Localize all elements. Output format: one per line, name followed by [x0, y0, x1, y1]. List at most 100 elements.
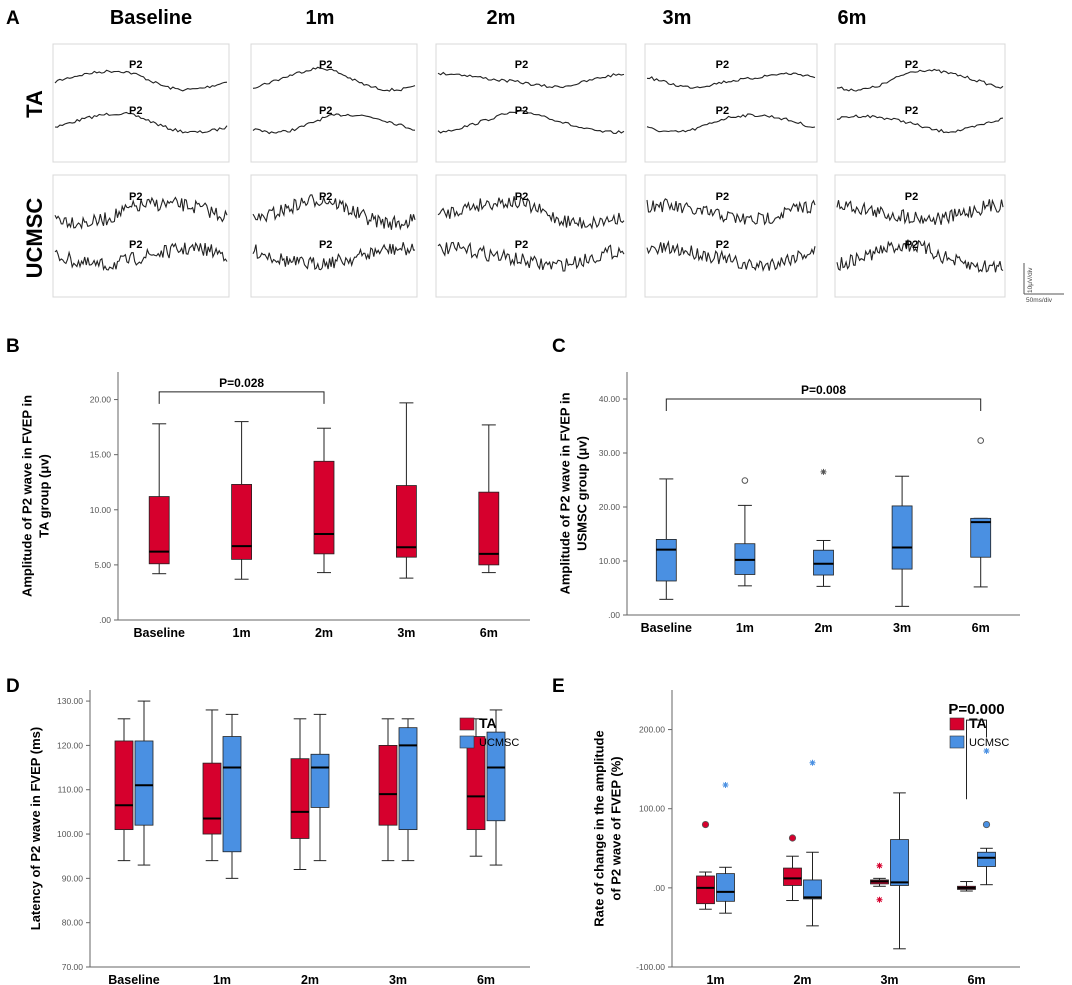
x-tick-label: 3m	[397, 626, 415, 640]
box-ta-3m	[395, 402, 417, 579]
outlier-circle	[788, 834, 797, 842]
box-iqr	[783, 867, 802, 886]
x-tick-label: 1m	[736, 621, 754, 635]
panel-e: E -100.00 .00 100.00 200.00 Rate of change i…	[552, 676, 1020, 985]
y-axis-label: Latency of P2 wave in FVEP (ms)	[28, 727, 43, 931]
column-headers: Baseline 1m 2m 3m 6m	[110, 7, 867, 29]
box-iqr	[114, 740, 134, 831]
p2-wave-label: P2	[129, 59, 142, 71]
row-headers: TA UCMSC	[22, 90, 47, 278]
box-iqr	[890, 839, 909, 886]
waveform-cell-ta-6m: P2 P2	[834, 43, 1006, 163]
x-tick-label: 2m	[793, 973, 811, 985]
p-value-label: P=0.008	[801, 383, 846, 397]
waveform-cell-ucmsc-2m: P2 P2	[435, 174, 627, 298]
box-iqr	[395, 485, 417, 558]
panel-label-e: E	[552, 676, 565, 697]
p2-wave-label: P2	[716, 239, 729, 251]
legend-label-ta: TA	[969, 715, 987, 731]
box-ta-1m	[231, 421, 253, 580]
p2-wave-label: P2	[319, 191, 332, 203]
y-tick-label: .00	[99, 615, 111, 625]
box-ta-baseline	[114, 718, 134, 862]
y-tick-label: 70.00	[62, 962, 84, 972]
waveform-frame	[250, 43, 418, 163]
significance-bracket: P=0.000	[948, 701, 1005, 800]
p2-wave-label: P2	[515, 191, 528, 203]
box-ucmsc-6m	[486, 709, 506, 866]
y-tick-label: -100.00	[636, 962, 665, 972]
p2-wave-label: P2	[905, 191, 918, 203]
legend-label-ucmsc: UCMSC	[969, 737, 1009, 749]
p2-wave-label: P2	[905, 239, 918, 251]
x-tick-label: 6m	[967, 973, 985, 985]
legend-label-ucmsc: UCMSC	[479, 737, 519, 749]
x-tick-label: Baseline	[641, 621, 692, 635]
x-tick-label: 6m	[972, 621, 990, 635]
p2-wave-label: P2	[716, 105, 729, 117]
fvep-trace	[54, 111, 228, 134]
y-axis-label: TA group (μv)	[37, 454, 52, 538]
waveform-frame	[52, 43, 230, 163]
box-ta-1m	[696, 820, 715, 910]
waveform-frame	[435, 43, 627, 163]
y-tick-label: 10.00	[599, 556, 621, 566]
outlier-star	[876, 862, 883, 869]
scale-bar-vertical-label: 10μV/div	[1027, 267, 1034, 293]
y-tick-label: 100.00	[639, 804, 665, 814]
legend: TA UCMSC	[949, 715, 1009, 749]
fvep-trace	[54, 196, 228, 230]
fvep-trace	[437, 195, 625, 230]
fvep-trace	[646, 198, 816, 226]
box-ta-6m	[957, 881, 976, 892]
panel-label-b: B	[6, 336, 20, 357]
waveform-cell-ucmsc-6m: P2 P2	[834, 174, 1006, 298]
box-ta-2m	[783, 834, 802, 902]
p2-wave-label: P2	[515, 239, 528, 251]
x-tick-label: 1m	[213, 973, 231, 985]
x-tick-label: 6m	[477, 973, 495, 985]
x-tick-label: 1m	[233, 626, 251, 640]
row-header-ucmsc: UCMSC	[22, 198, 47, 279]
box-ucmsc-3m	[398, 718, 418, 862]
box-ucmsc-2m	[803, 759, 822, 927]
outlier-circle	[701, 820, 710, 829]
box-ucmsc-baseline	[655, 478, 677, 600]
bracket-line	[966, 719, 987, 800]
p2-wave-label: P2	[129, 239, 142, 251]
waveform-cell-ta-1m: P2 P2	[250, 43, 418, 163]
x-tick-label: 2m	[315, 626, 333, 640]
bracket-line	[158, 391, 325, 404]
box-iqr	[486, 731, 506, 822]
fvep-trace	[54, 241, 228, 271]
fvep-trace	[252, 66, 416, 92]
y-tick-label: 40.00	[599, 394, 621, 404]
box-iqr	[231, 484, 253, 560]
x-tick-label: Baseline	[108, 973, 159, 985]
p2-wave-label: P2	[319, 239, 332, 251]
y-tick-label: 200.00	[639, 725, 665, 735]
significance-bracket: P=0.008	[665, 383, 982, 411]
box-iqr	[398, 727, 418, 831]
box-iqr	[378, 745, 398, 826]
p2-wave-label: P2	[905, 105, 918, 117]
legend-swatch-ucmsc	[459, 735, 475, 749]
y-tick-label: 80.00	[62, 918, 84, 928]
box-iqr	[970, 517, 992, 558]
significance-bracket: P=0.028	[158, 376, 325, 404]
box-ucmsc-1m	[222, 713, 242, 879]
box-ucmsc-2m	[310, 713, 330, 862]
y-tick-label: 15.00	[90, 450, 112, 460]
waveform-cell-ucmsc-3m: P2 P2	[644, 174, 818, 298]
box-ta-2m	[313, 427, 335, 574]
p2-wave-label: P2	[319, 59, 332, 71]
fvep-trace	[836, 239, 1004, 273]
box-ta-6m	[466, 718, 486, 857]
y-tick-label: 130.00	[57, 696, 83, 706]
box-ucmsc-3m	[890, 792, 909, 950]
box-iqr	[148, 496, 170, 565]
outlier-circle	[982, 820, 991, 829]
y-tick-label: 110.00	[58, 785, 84, 795]
box-ucmsc-1m	[734, 477, 756, 587]
